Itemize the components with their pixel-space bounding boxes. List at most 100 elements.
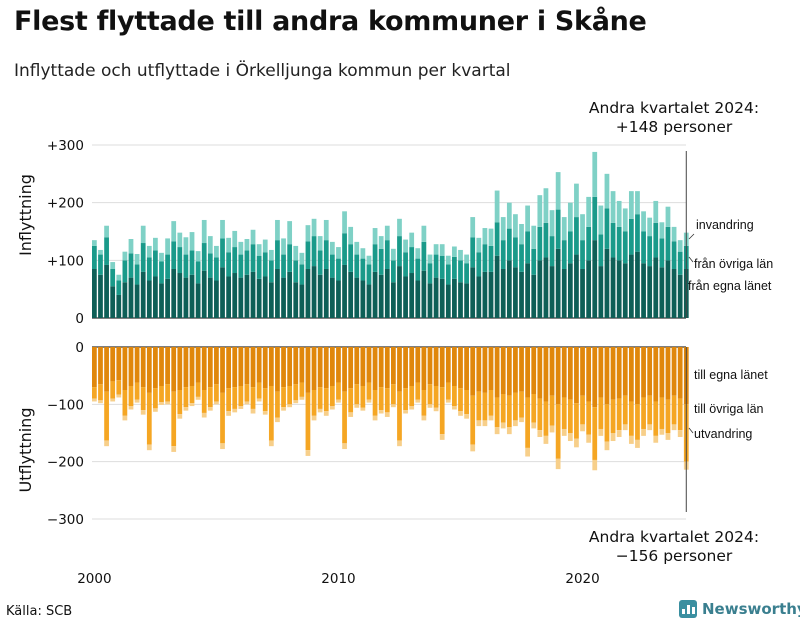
- bar-in-ovriga: [153, 250, 158, 277]
- bar-in-egna: [256, 278, 262, 318]
- bar-in-egna: [214, 280, 219, 318]
- bar-ut-utvandring: [329, 406, 335, 410]
- bar-ut-egna: [360, 347, 366, 386]
- x-tick-label: 2020: [565, 571, 599, 587]
- bar-ut-egna: [287, 347, 293, 386]
- bar-in-ovriga: [238, 254, 244, 278]
- bar-in-invandring: [214, 245, 219, 258]
- bar-in-egna: [110, 286, 116, 318]
- bar-in-egna: [378, 274, 384, 318]
- bar-in-egna: [207, 277, 213, 318]
- bar-ut-ovriga: [348, 388, 354, 413]
- bar-in-invandring: [421, 225, 427, 242]
- bar-in-egna: [415, 280, 421, 318]
- bar-ut-egna: [421, 347, 427, 390]
- bar-ut-egna: [244, 347, 250, 385]
- bar-in-invandring: [513, 214, 518, 238]
- bar-in-invandring: [244, 239, 250, 251]
- bar-ut-egna: [592, 347, 598, 408]
- bar-ut-egna: [476, 347, 482, 392]
- bar-in-invandring: [470, 217, 476, 238]
- bar-in-egna: [397, 266, 402, 318]
- bar-ut-utvandring: [549, 425, 555, 433]
- bar-ut-utvandring: [543, 435, 549, 444]
- bar-ut-ovriga: [555, 404, 561, 459]
- bar-in-invandring: [171, 221, 177, 242]
- bar-ut-utvandring: [531, 422, 537, 429]
- bar-ut-egna: [482, 347, 488, 393]
- bar-ut-egna: [220, 347, 225, 393]
- bar-ut-egna: [378, 347, 384, 388]
- bar-ut-ovriga: [452, 385, 457, 407]
- bar-in-ovriga: [287, 244, 293, 272]
- bar-in-egna: [458, 282, 463, 318]
- bar-ut-egna: [525, 347, 530, 398]
- bar-in-ovriga: [433, 254, 439, 278]
- bar-in-invandring: [134, 253, 140, 265]
- bar-ut-egna: [519, 347, 524, 392]
- bar-in-invandring: [574, 183, 579, 218]
- bar-ut-egna: [543, 347, 549, 402]
- bar-ut-ovriga: [305, 392, 311, 451]
- bar-in-invandring: [268, 249, 274, 261]
- bar-ut-ovriga: [98, 384, 103, 401]
- bar-ut-utvandring: [506, 427, 512, 435]
- bar-ut-egna: [488, 347, 494, 390]
- bar-in-invandring: [647, 217, 653, 237]
- bar-ut-ovriga: [189, 385, 195, 404]
- bar-ut-egna: [555, 347, 561, 405]
- bar-ut-ovriga: [354, 384, 360, 405]
- bar-ut-utvandring: [494, 427, 500, 435]
- bar-ut-utvandring: [311, 415, 317, 421]
- bar-ut-egna: [275, 347, 280, 392]
- annotation-inflow-line2: +148 personer: [615, 118, 733, 136]
- bar-ut-utvandring: [317, 408, 323, 413]
- outflow-series-label: till egna länet: [694, 368, 768, 382]
- bar-in-ovriga: [232, 247, 238, 274]
- bar-ut-utvandring: [415, 399, 421, 403]
- bar-ut-egna: [153, 347, 158, 389]
- bar-ut-utvandring: [458, 411, 463, 416]
- bar-ut-ovriga: [104, 391, 109, 441]
- bar-ut-ovriga: [665, 399, 671, 433]
- bar-in-invandring: [622, 208, 628, 232]
- bar-in-egna: [488, 271, 494, 318]
- bar-in-ovriga: [317, 250, 323, 275]
- bar-ut-ovriga: [439, 387, 445, 435]
- bar-ut-ovriga: [635, 404, 640, 440]
- bar-ut-ovriga: [397, 391, 402, 441]
- bar-ut-utvandring: [305, 450, 311, 456]
- bar-ut-utvandring: [610, 433, 616, 442]
- bar-ut-egna: [146, 347, 152, 393]
- bar-in-invandring: [531, 225, 537, 249]
- bar-in-egna: [531, 274, 537, 318]
- bar-ut-ovriga: [653, 401, 659, 436]
- bar-in-ovriga: [458, 260, 463, 283]
- bar-in-ovriga: [537, 226, 543, 261]
- bar-ut-egna: [653, 347, 659, 402]
- bar-in-ovriga: [574, 217, 579, 255]
- bar-in-ovriga: [207, 253, 213, 278]
- bar-in-invandring: [287, 221, 293, 245]
- bar-in-ovriga: [476, 252, 482, 277]
- bar-ut-utvandring: [122, 415, 128, 421]
- bar-ut-ovriga: [232, 387, 238, 409]
- bar-in-invandring: [403, 239, 408, 253]
- bar-ut-ovriga: [409, 385, 415, 407]
- bar-in-ovriga: [183, 254, 189, 278]
- bar-in-invandring: [232, 230, 238, 248]
- bar-in-egna: [275, 268, 280, 318]
- outflow-y-tick-label: −300: [47, 512, 84, 528]
- bar-ut-ovriga: [445, 382, 451, 400]
- bar-ut-egna: [415, 347, 421, 383]
- bar-in-egna: [366, 284, 372, 318]
- bar-in-invandring: [189, 232, 195, 251]
- annotation-outflow-line2: −156 personer: [615, 547, 733, 565]
- bar-in-invandring: [519, 224, 524, 245]
- bar-in-egna: [641, 263, 646, 318]
- bar-ut-utvandring: [397, 440, 402, 447]
- bar-ut-ovriga: [146, 392, 152, 445]
- bar-in-egna: [348, 271, 354, 318]
- bar-in-egna: [153, 276, 158, 318]
- bar-ut-egna: [604, 347, 610, 405]
